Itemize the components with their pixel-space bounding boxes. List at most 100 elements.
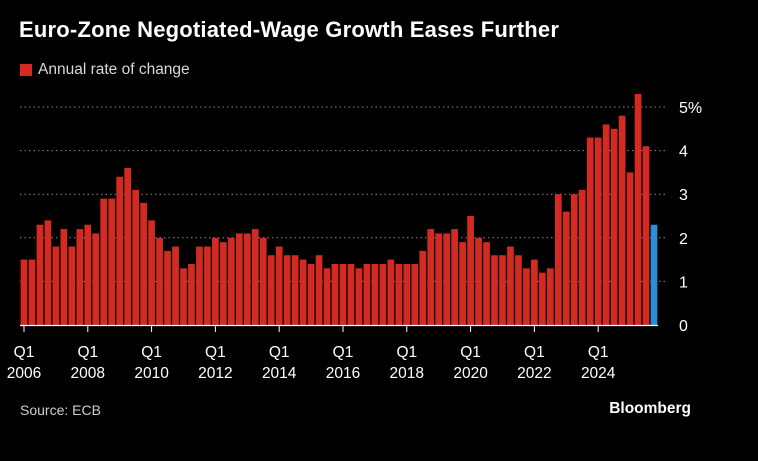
y-tick-label: 2 (679, 231, 688, 248)
bar (52, 246, 60, 325)
bar (116, 176, 124, 325)
bar (307, 263, 315, 325)
bar (467, 216, 474, 325)
bar (507, 246, 514, 325)
x-tick-year-label: 2024 (581, 365, 616, 382)
x-tick-year-label: 2006 (7, 365, 41, 382)
bar (610, 128, 618, 325)
bar (84, 224, 92, 325)
x-tick-label: Q1 (269, 344, 290, 361)
bar (148, 220, 155, 325)
bar (602, 124, 610, 325)
bar (28, 259, 36, 325)
bar (562, 211, 570, 325)
bar (124, 168, 132, 325)
bar (523, 268, 530, 325)
bar (204, 246, 211, 325)
bar (459, 242, 466, 325)
bar (283, 255, 291, 325)
bar (172, 246, 179, 325)
bar (427, 229, 435, 325)
bar (259, 237, 267, 325)
bar (475, 237, 482, 325)
bar (140, 202, 147, 325)
bar (435, 233, 443, 325)
bar (44, 220, 52, 325)
bar (491, 255, 498, 325)
bar (403, 263, 411, 325)
bar (20, 259, 28, 325)
legend: Annual rate of change (20, 61, 190, 79)
bar (546, 268, 554, 325)
bar (299, 259, 307, 325)
legend-swatch (20, 64, 32, 76)
bar (315, 255, 323, 325)
bar (499, 255, 506, 325)
bar (188, 263, 195, 325)
y-tick-label: 4 (679, 144, 688, 161)
x-tick-label: Q1 (460, 344, 481, 361)
bar (108, 198, 116, 325)
bar (483, 242, 490, 325)
bar (331, 263, 339, 325)
bar (554, 194, 562, 325)
bar (626, 172, 634, 325)
bar (515, 255, 522, 325)
bar (339, 263, 347, 325)
bar (618, 115, 626, 325)
source-note: Source: ECB (20, 402, 101, 418)
bar (156, 237, 163, 325)
bar (642, 146, 650, 325)
bar (411, 263, 419, 325)
bar (235, 233, 243, 325)
bar (220, 242, 227, 325)
bar (594, 137, 602, 325)
bar (68, 246, 76, 325)
bar (363, 263, 371, 325)
x-tick-year-label: 2008 (71, 365, 105, 382)
bar (443, 233, 451, 325)
bar (275, 246, 283, 325)
bar (60, 229, 68, 325)
bar (634, 93, 642, 325)
bar (387, 259, 395, 325)
bar (132, 189, 139, 325)
x-tick-label: Q1 (141, 344, 162, 361)
bar (92, 233, 100, 325)
bar (371, 263, 379, 325)
bar (586, 137, 594, 325)
bar (395, 263, 403, 325)
x-tick-label: Q1 (77, 344, 98, 361)
bar (650, 224, 658, 325)
bar (355, 268, 363, 325)
y-tick-label: 0 (679, 318, 688, 335)
bar (379, 263, 387, 325)
x-tick-year-label: 2022 (517, 365, 551, 382)
bar (291, 255, 299, 325)
x-tick-label: Q1 (205, 344, 226, 361)
x-tick-label: Q1 (14, 344, 35, 361)
bar (100, 198, 108, 325)
bar (227, 237, 235, 325)
bar (347, 263, 355, 325)
x-tick-year-label: 2016 (326, 365, 360, 382)
x-tick-label: Q1 (396, 344, 417, 361)
x-tick-label: Q1 (524, 344, 545, 361)
bar (570, 194, 578, 325)
bar (578, 189, 586, 325)
bar (451, 229, 458, 325)
x-tick-year-label: 2018 (390, 365, 424, 382)
bar (419, 250, 427, 325)
bar (36, 224, 44, 325)
bloomberg-logo: Bloomberg (609, 400, 691, 417)
x-tick-year-label: 2010 (134, 365, 169, 382)
bar (323, 268, 331, 325)
y-tick-label: 5% (679, 100, 702, 117)
x-tick-label: Q1 (588, 344, 609, 361)
y-tick-label: 3 (679, 187, 688, 204)
x-tick-label: Q1 (333, 344, 354, 361)
bar (539, 272, 546, 325)
bar (180, 268, 187, 325)
bar (212, 237, 219, 325)
